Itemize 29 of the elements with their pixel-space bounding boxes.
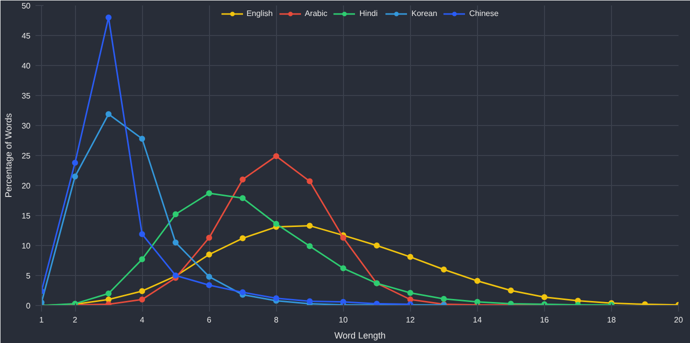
x-tick-label: 12 <box>406 316 416 324</box>
x-tick-label: 6 <box>206 316 212 324</box>
x-tick-label: 1 <box>39 316 44 324</box>
x-tick-label: 8 <box>274 316 279 324</box>
y-tick-label: 50 <box>22 2 32 10</box>
y-tick-label: 30 <box>22 122 32 130</box>
x-tick-label: 16 <box>540 316 550 324</box>
legend-label: Hindi <box>359 9 379 18</box>
y-tick-label: 5 <box>26 272 32 280</box>
legend-label: Chinese <box>469 9 499 18</box>
x-tick-label: 18 <box>607 316 616 324</box>
x-axis-title: Word Length <box>334 330 386 340</box>
x-tick-label: 4 <box>140 316 145 324</box>
legend-label: English <box>246 9 273 18</box>
y-axis-title: Percentage of Words <box>4 112 14 198</box>
legend-label: Arabic <box>304 9 328 18</box>
x-tick-label: 2 <box>72 316 78 324</box>
y-tick-label: 0 <box>26 302 32 310</box>
x-tick-label: 14 <box>472 316 482 324</box>
y-tick-label: 10 <box>22 242 32 250</box>
y-tick-label: 45 <box>22 32 32 40</box>
x-tick-label: 20 <box>674 316 684 324</box>
y-tick-label: 25 <box>22 152 32 160</box>
x-tick-label: 10 <box>338 316 348 324</box>
y-tick-label: 20 <box>22 182 32 190</box>
y-tick-label: 15 <box>22 212 32 220</box>
legend-label: Korean <box>411 9 438 18</box>
y-tick-label: 35 <box>22 92 32 100</box>
y-tick-label: 40 <box>22 62 32 70</box>
